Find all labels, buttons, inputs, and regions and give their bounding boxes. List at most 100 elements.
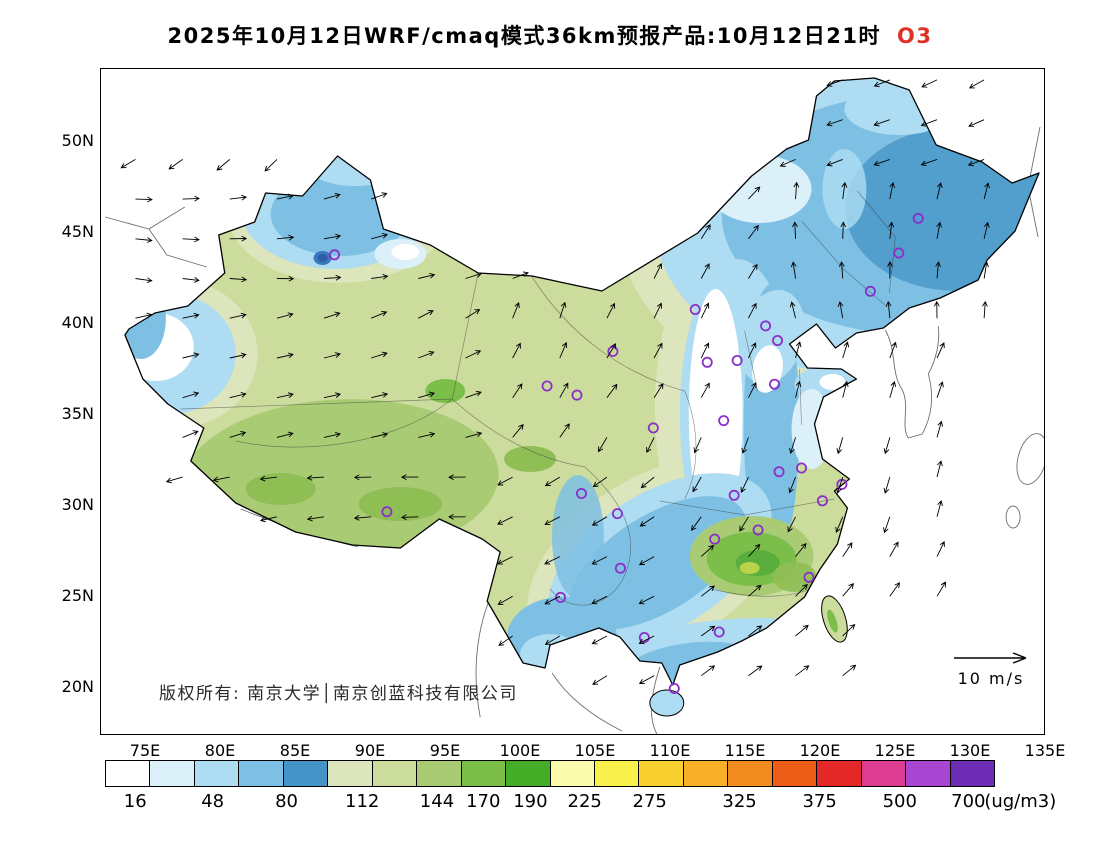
japan-island-outline bbox=[1016, 433, 1044, 485]
lon-tick-label: 120E bbox=[799, 741, 841, 760]
city-marker bbox=[709, 533, 721, 545]
city-markers bbox=[329, 212, 924, 695]
city-marker bbox=[713, 626, 725, 638]
taiwan-island bbox=[821, 595, 848, 643]
city-marker bbox=[769, 378, 781, 390]
colorbar-tick-value: 190 bbox=[513, 791, 548, 812]
colorbar-tick-value: 325 bbox=[722, 791, 757, 812]
city-marker bbox=[607, 345, 619, 357]
page-title: 2025年10月12日WRF/cmaq模式36km预报产品:10月12日21时 O… bbox=[0, 20, 1100, 50]
colorbar-cell bbox=[239, 761, 284, 786]
city-marker bbox=[912, 212, 924, 224]
colorbar-legend: (ug/m3) 16 48 80 112 144 170 190 225 275 325 375 50… bbox=[105, 760, 1056, 817]
lon-tick-label: 90E bbox=[354, 741, 386, 760]
lon-tick-label: 85E bbox=[279, 741, 311, 760]
lon-tick-label: 135E bbox=[1024, 741, 1066, 760]
lon-tick-label: 130E bbox=[949, 741, 991, 760]
colorbar-cell bbox=[372, 761, 418, 786]
colorbar-tick-value: 144 bbox=[419, 791, 455, 812]
city-marker bbox=[803, 571, 815, 583]
colorbar-cell bbox=[594, 761, 640, 786]
colorbar-tick-value: 500 bbox=[882, 791, 917, 812]
lat-tick-label: 25N bbox=[61, 586, 94, 606]
city-marker bbox=[614, 562, 626, 574]
city-marker bbox=[329, 249, 340, 261]
colorbar-cell bbox=[106, 761, 151, 786]
city-marker bbox=[555, 591, 567, 603]
city-marker bbox=[893, 247, 905, 259]
colorbar-cell bbox=[950, 761, 995, 786]
small-island-outline bbox=[1005, 505, 1021, 529]
city-marker bbox=[611, 508, 623, 520]
colorbar-tick-value: 275 bbox=[632, 791, 667, 812]
lat-tick-label: 50N bbox=[61, 130, 94, 150]
city-marker bbox=[668, 683, 680, 695]
colorbar-cell bbox=[683, 761, 729, 786]
neighbor-coastlines bbox=[104, 126, 1044, 734]
lon-tick-label: 105E bbox=[574, 741, 616, 760]
lon-tick-label: 115E bbox=[724, 741, 766, 760]
city-marker bbox=[575, 487, 587, 499]
colorbar-cells bbox=[105, 760, 995, 787]
colorbar-cell bbox=[861, 761, 907, 786]
pollutant-label: O3 bbox=[896, 24, 933, 48]
colorbar-unit: (ug/m3) bbox=[984, 791, 1057, 812]
colorbar-tick-value: 375 bbox=[802, 791, 837, 812]
lon-tick-label: 100E bbox=[499, 741, 541, 760]
city-marker bbox=[647, 422, 659, 434]
city-marker bbox=[796, 462, 808, 474]
city-marker bbox=[773, 466, 785, 478]
colorbar-cell bbox=[550, 761, 595, 786]
lon-tick-label: 75E bbox=[129, 741, 161, 760]
copyright-text: 版权所有: 南京大学│南京创蓝科技有限公司 bbox=[159, 684, 518, 704]
colorbar-cell bbox=[817, 761, 862, 786]
colorbar-cell bbox=[461, 761, 507, 786]
colorbar-tick-value: 16 bbox=[123, 791, 147, 812]
hainan-island bbox=[649, 689, 685, 717]
central-asia-borders bbox=[104, 206, 207, 268]
city-marker bbox=[541, 380, 553, 392]
lon-tick-label: 95E bbox=[429, 741, 461, 760]
city-marker bbox=[701, 356, 713, 368]
china-national-border bbox=[124, 77, 1040, 686]
lat-tick-label: 40N bbox=[61, 313, 94, 333]
wind-scale-label: 10 m/s bbox=[957, 669, 1025, 688]
title-text: 2025年10月12日WRF/cmaq模式36km预报产品:10月12日21时 bbox=[167, 24, 881, 48]
city-marker bbox=[760, 320, 772, 332]
wind-vector-arrows bbox=[120, 79, 990, 685]
map-plot-area: 版权所有: 南京大学│南京创蓝科技有限公司 10 m/s bbox=[100, 68, 1045, 735]
city-marker bbox=[689, 303, 701, 315]
city-marker bbox=[731, 354, 743, 366]
wind-vectors bbox=[120, 79, 990, 685]
lat-tick-label: 20N bbox=[61, 677, 94, 697]
colorbar-cell bbox=[194, 761, 240, 786]
wind-scale-reference: 10 m/s bbox=[952, 649, 1030, 688]
colorbar-cell bbox=[417, 761, 462, 786]
korea-outline bbox=[884, 325, 940, 439]
colorbar-cell bbox=[506, 761, 551, 786]
city-marker bbox=[638, 632, 650, 644]
colorbar-cell bbox=[150, 761, 195, 786]
colorbar-tick-value: 700 bbox=[951, 791, 986, 812]
colorbar-cell bbox=[283, 761, 329, 786]
city-marker bbox=[718, 415, 730, 427]
lat-tick-label: 35N bbox=[61, 404, 94, 424]
city-marker bbox=[571, 389, 583, 401]
colorbar-tick-value: 170 bbox=[466, 791, 501, 812]
o3-contour-fill bbox=[124, 78, 1040, 685]
city-marker bbox=[864, 285, 876, 297]
city-marker bbox=[752, 524, 764, 536]
province-boundaries bbox=[180, 190, 896, 606]
city-marker bbox=[816, 495, 828, 507]
colorbar-cell bbox=[772, 761, 818, 786]
city-marker bbox=[381, 506, 393, 518]
colorbar-cell bbox=[906, 761, 951, 786]
lon-tick-label: 80E bbox=[204, 741, 236, 760]
lat-tick-label: 45N bbox=[61, 221, 94, 241]
colorbar-cell bbox=[328, 761, 373, 786]
wind-scale-arrow-icon bbox=[954, 652, 1027, 664]
lon-tick-label: 110E bbox=[649, 741, 691, 760]
lon-tick-label: 125E bbox=[874, 741, 916, 760]
colorbar-tick-value: 48 bbox=[201, 791, 225, 812]
